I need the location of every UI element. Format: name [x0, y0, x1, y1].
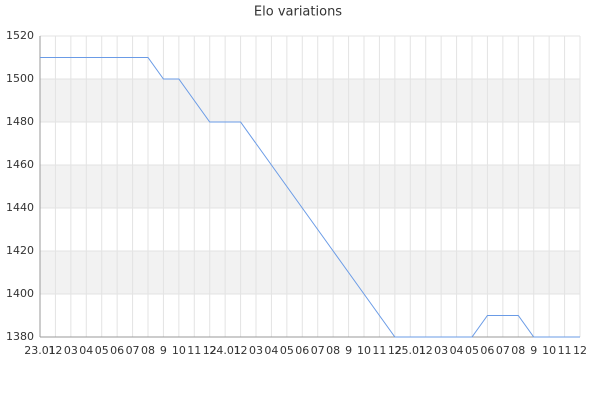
x-tick-label: 04: [450, 344, 464, 357]
x-tick-label: 08: [141, 344, 155, 357]
x-tick-label: 12: [203, 344, 217, 357]
x-tick-label: 23.01: [24, 344, 56, 357]
x-tick-label: 07: [496, 344, 510, 357]
y-tick-label: 1500: [6, 72, 34, 85]
x-tick-label: 24.01: [209, 344, 241, 357]
x-tick-label: 08: [326, 344, 340, 357]
x-tick-label: 04: [264, 344, 278, 357]
y-tick-label: 1520: [6, 29, 34, 42]
x-tick-label: 04: [79, 344, 93, 357]
x-tick-label: 9: [345, 344, 352, 357]
x-tick-label: 06: [480, 344, 494, 357]
x-tick-label: 11: [372, 344, 386, 357]
y-tick-label: 1440: [6, 201, 34, 214]
x-tick-label: 03: [434, 344, 448, 357]
y-tick-label: 1380: [6, 330, 34, 343]
x-tick-label: 03: [64, 344, 78, 357]
x-tick-label: 03: [249, 344, 263, 357]
x-tick-label: 12: [388, 344, 402, 357]
x-tick-label: 10: [357, 344, 371, 357]
y-tick-label: 1420: [6, 244, 34, 257]
x-tick-label: 12: [419, 344, 433, 357]
x-tick-label: 05: [95, 344, 109, 357]
x-tick-label: 07: [311, 344, 325, 357]
x-tick-label: 12: [573, 344, 587, 357]
x-tick-label: 9: [160, 344, 167, 357]
x-tick-label: 08: [511, 344, 525, 357]
y-tick-label: 1460: [6, 158, 34, 171]
line-series: [40, 57, 580, 338]
x-tick-label: 12: [234, 344, 248, 357]
y-tick-label: 1400: [6, 287, 34, 300]
x-tick-label: 9: [530, 344, 537, 357]
x-tick-label: 11: [187, 344, 201, 357]
x-tick-label: 10: [172, 344, 186, 357]
y-tick-label: 1480: [6, 115, 34, 128]
x-tick-label: 11: [558, 344, 572, 357]
x-tick-label: 12: [48, 344, 62, 357]
grid-band: [40, 79, 580, 122]
x-tick-label: 10: [542, 344, 556, 357]
x-tick-label: 07: [126, 344, 140, 357]
x-tick-label: 25.01: [395, 344, 427, 357]
x-tick-label: 06: [295, 344, 309, 357]
x-tick-label: 05: [465, 344, 479, 357]
chart-title: Elo variations: [254, 5, 342, 20]
grid-band: [40, 165, 580, 208]
x-tick-label: 05: [280, 344, 294, 357]
grid-band: [40, 251, 580, 294]
x-tick-label: 06: [110, 344, 124, 357]
